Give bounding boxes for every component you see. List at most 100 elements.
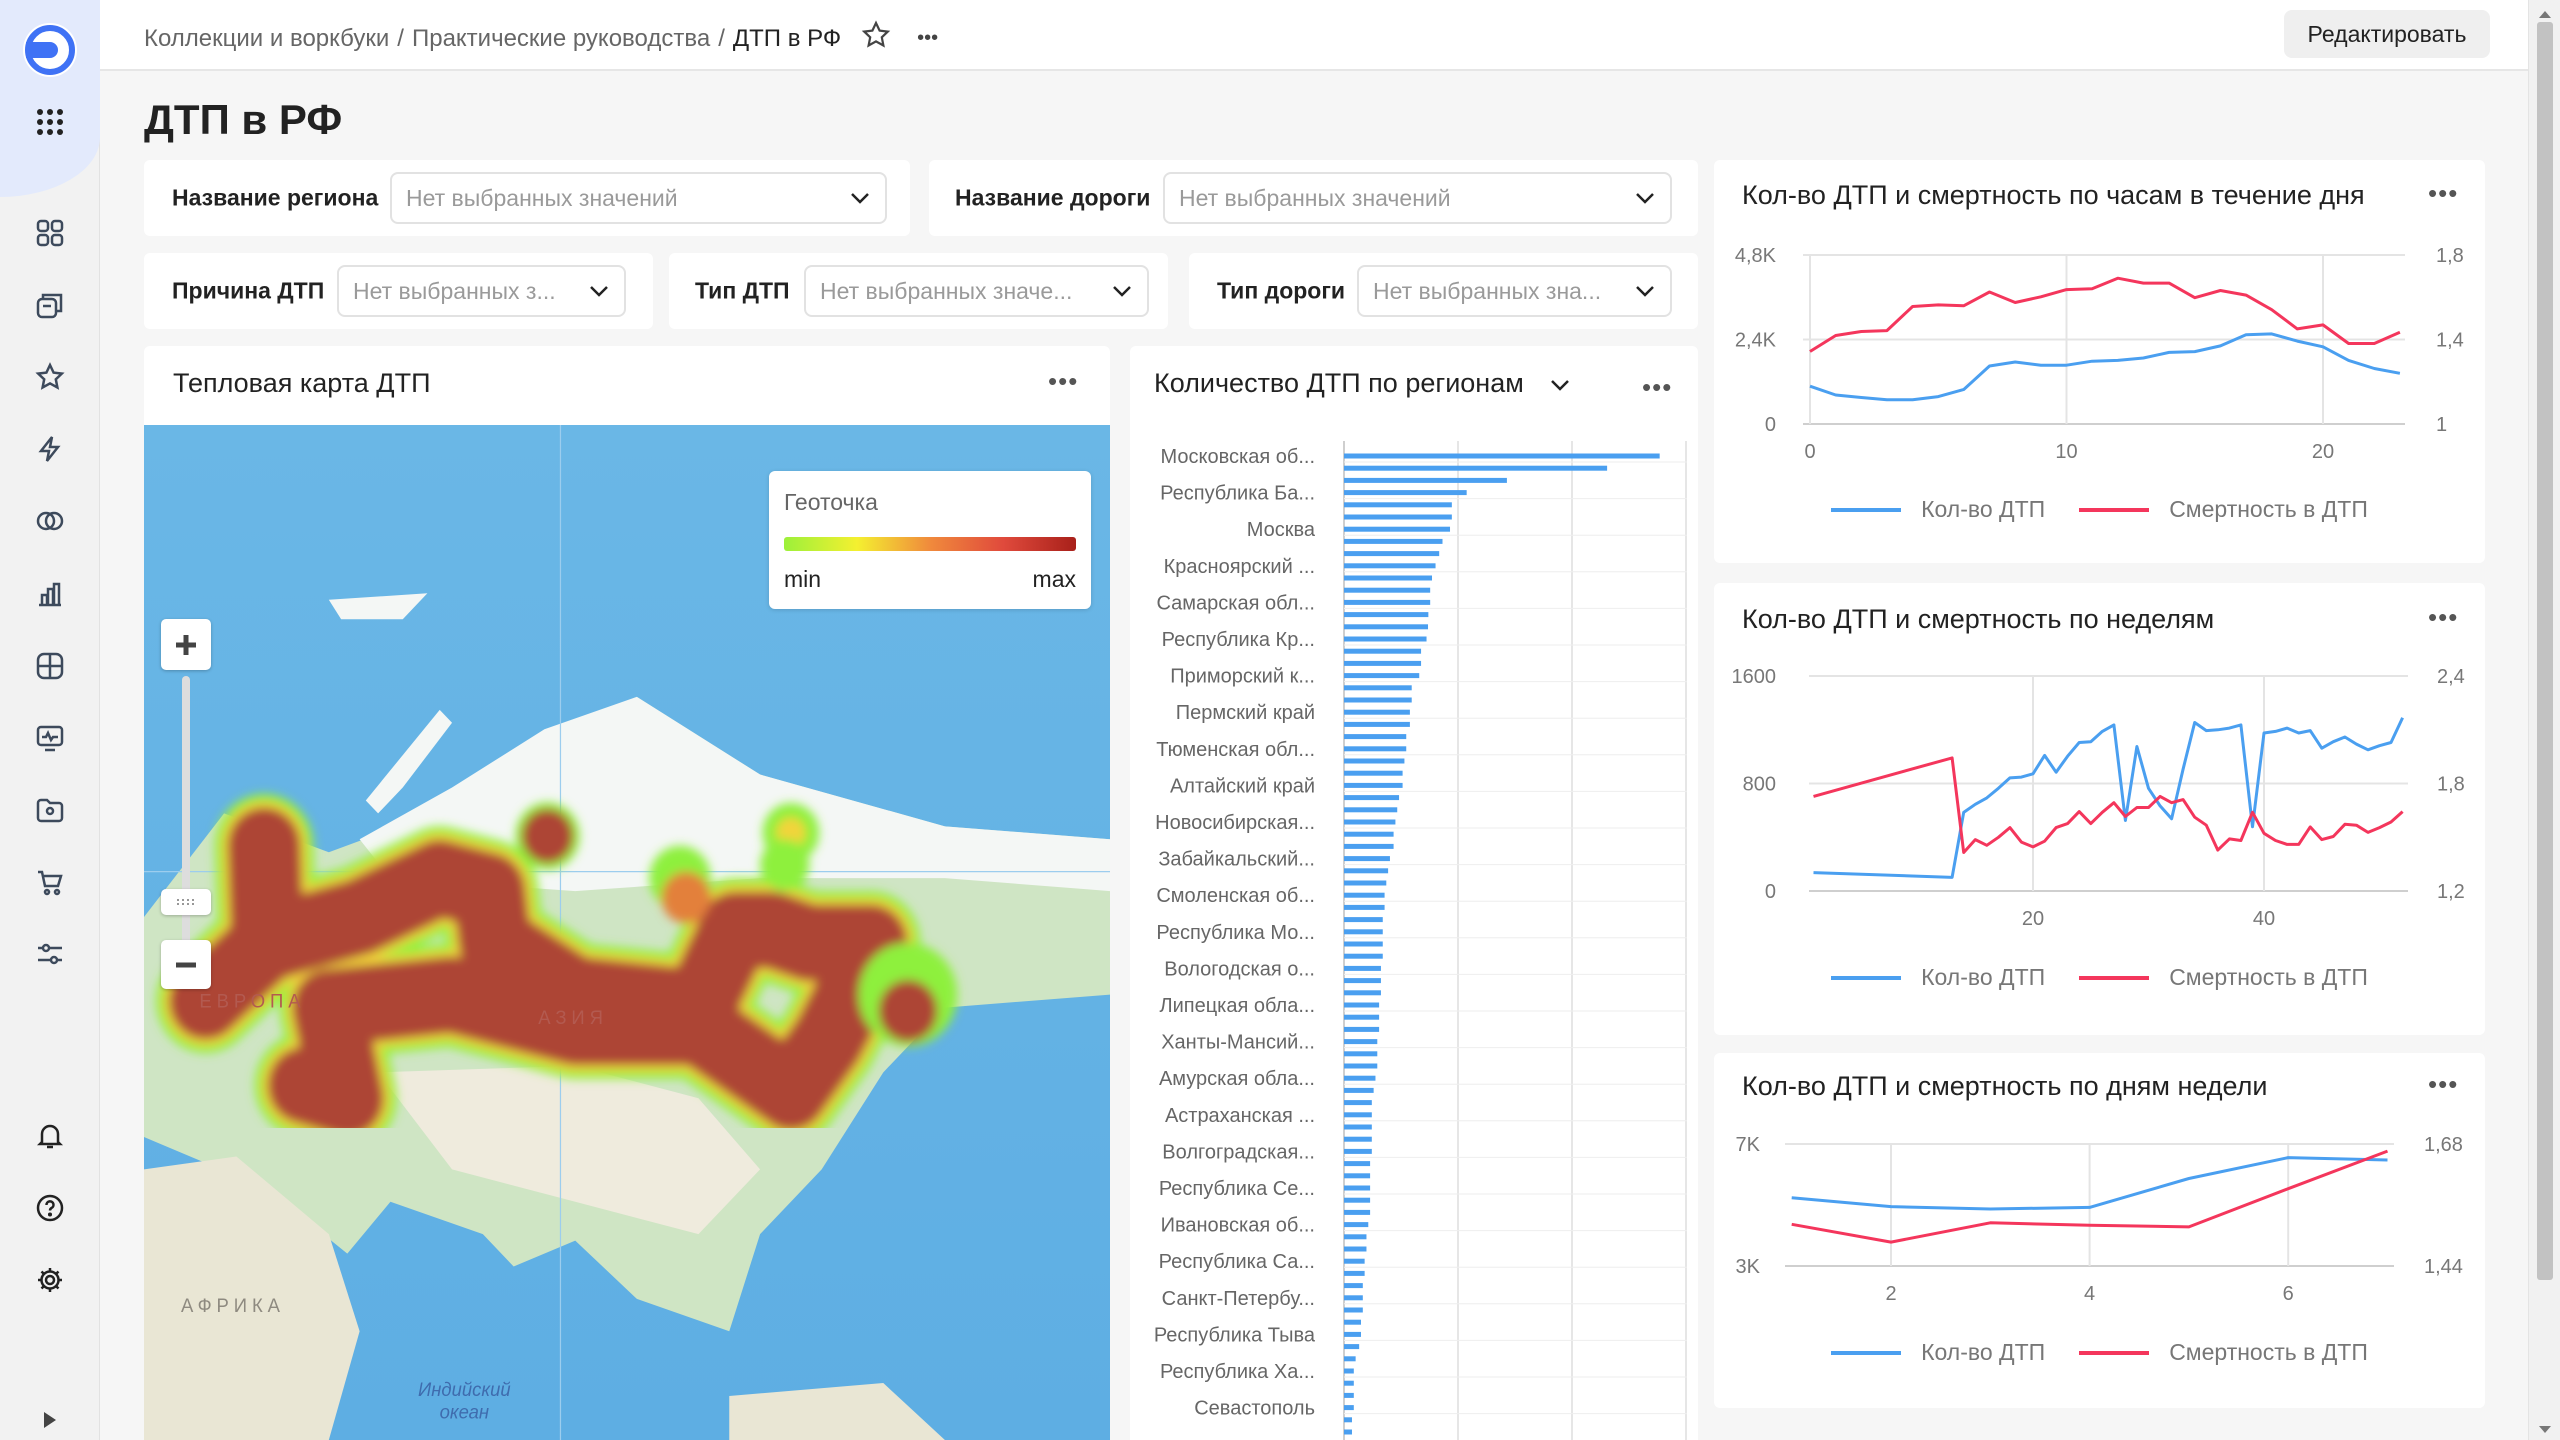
- series-line: [1813, 717, 2404, 879]
- x-tick-label: 6: [2283, 1283, 2294, 1305]
- scroll-down-icon[interactable]: [2538, 1422, 2552, 1440]
- bar: [1344, 721, 1410, 727]
- scrollbar-thumb[interactable]: [2537, 22, 2553, 1280]
- legend-item[interactable]: Кол-во ДТП: [1831, 496, 2045, 523]
- bell-icon[interactable]: [30, 1116, 70, 1156]
- bar: [1344, 1234, 1367, 1240]
- legend-item[interactable]: Смертность в ДТП: [2079, 496, 2368, 523]
- logo-icon[interactable]: [22, 22, 78, 78]
- bar: [1344, 1429, 1352, 1435]
- bar: [1344, 1368, 1354, 1374]
- legend-gradient: [784, 537, 1076, 551]
- bar: [1344, 1380, 1354, 1386]
- dashboards-icon[interactable]: [30, 213, 70, 253]
- scrollbar[interactable]: [2528, 0, 2560, 1440]
- land-central-asia: [378, 1065, 761, 1235]
- road-select[interactable]: Нет выбранных значений: [1163, 172, 1672, 224]
- widget-menu-icon[interactable]: •••: [1642, 372, 1673, 402]
- bar: [1344, 1283, 1363, 1289]
- star-icon[interactable]: [30, 357, 70, 397]
- connections-icon[interactable]: [30, 501, 70, 541]
- bar-label: Московская об...: [1161, 446, 1315, 468]
- chevron-down-icon: [1634, 186, 1656, 216]
- folder-icon[interactable]: [30, 790, 70, 830]
- bar: [1344, 807, 1398, 813]
- filter-accident-type: Тип ДТП Нет выбранных значе...: [669, 253, 1168, 329]
- bar: [1344, 685, 1412, 691]
- legend-item[interactable]: Смертность в ДТП: [2079, 1339, 2368, 1366]
- widget-menu-icon[interactable]: •••: [2428, 178, 2459, 208]
- x-tick-label: 4: [2084, 1283, 2095, 1305]
- settings-sliders-icon[interactable]: [30, 934, 70, 974]
- bar: [1344, 1417, 1352, 1423]
- collections-icon[interactable]: [30, 285, 70, 325]
- datasets-icon[interactable]: [30, 646, 70, 686]
- bar-label: Ивановская об...: [1161, 1215, 1315, 1237]
- breadcrumb-separator: /: [397, 24, 404, 52]
- breadcrumb-collections[interactable]: Коллекции и воркбуки: [144, 24, 390, 52]
- heatmap-legend: Геоточка min max: [769, 471, 1091, 609]
- zoom-slider-handle[interactable]: [161, 889, 211, 915]
- cause-select[interactable]: Нет выбранных з...: [337, 265, 626, 317]
- series-line: [1813, 756, 2404, 854]
- bar-label: Республика Ба...: [1160, 483, 1315, 505]
- favorite-star-icon[interactable]: [861, 20, 891, 57]
- bar: [1344, 1148, 1372, 1154]
- scroll-up-icon[interactable]: [2538, 6, 2552, 24]
- bar: [1344, 795, 1400, 801]
- bar: [1344, 1307, 1363, 1313]
- bar: [1344, 1051, 1378, 1057]
- apps-grid-icon[interactable]: [30, 102, 70, 142]
- more-options-icon[interactable]: •••: [917, 27, 939, 49]
- widget-title: Кол-во ДТП и смертность по дням недели: [1742, 1071, 2268, 1101]
- bar: [1344, 1063, 1378, 1069]
- region-select[interactable]: Нет выбранных значений: [390, 172, 887, 224]
- help-icon[interactable]: [30, 1188, 70, 1228]
- charts-icon[interactable]: [30, 574, 70, 614]
- bar: [1344, 1405, 1354, 1411]
- y-right-tick-label: 1,4: [2436, 330, 2464, 352]
- bar: [1344, 917, 1383, 923]
- widget-title: Количество ДТП по регионам: [1154, 368, 1524, 398]
- legend-item[interactable]: Кол-во ДТП: [1831, 1339, 2045, 1366]
- series-line: [1791, 1156, 2388, 1211]
- bar-label: Республика Се...: [1159, 1178, 1315, 1200]
- x-tick-label: 0: [1804, 441, 1815, 463]
- bar: [1344, 758, 1405, 764]
- bar: [1344, 1258, 1365, 1264]
- widget-menu-icon[interactable]: •••: [2428, 602, 2459, 632]
- monitoring-icon[interactable]: [30, 718, 70, 758]
- hourly-chart-widget: Кол-во ДТП и смертность по часам в течен…: [1714, 160, 2485, 563]
- accident-type-select[interactable]: Нет выбранных значе...: [804, 265, 1149, 317]
- select-placeholder: Нет выбранных значений: [1179, 184, 1451, 211]
- zoom-in-button[interactable]: [161, 619, 211, 670]
- zoom-out-button[interactable]: [161, 940, 211, 989]
- zoom-slider-track[interactable]: [182, 676, 190, 946]
- page-title: ДТП в РФ: [144, 96, 343, 143]
- legend-item[interactable]: Смертность в ДТП: [2079, 964, 2368, 991]
- x-tick-label: 10: [2055, 441, 2077, 463]
- widget-menu-icon[interactable]: •••: [2428, 1069, 2459, 1099]
- bar: [1344, 1161, 1371, 1167]
- widget-menu-icon[interactable]: •••: [1048, 366, 1079, 396]
- lightning-icon[interactable]: [30, 429, 70, 469]
- bar-label: Вологодская о...: [1164, 958, 1315, 980]
- edit-button[interactable]: Редактировать: [2284, 10, 2490, 58]
- bar-label: Республика Мо...: [1156, 922, 1315, 944]
- legend-item[interactable]: Кол-во ДТП: [1831, 964, 2045, 991]
- gear-icon[interactable]: [30, 1260, 70, 1300]
- bar: [1344, 526, 1451, 532]
- heatmap-widget: Тепловая карта ДТП •••: [144, 346, 1110, 1440]
- y-right-tick-label: 1,2: [2437, 881, 2465, 903]
- cart-icon[interactable]: [30, 862, 70, 902]
- bar: [1344, 599, 1431, 605]
- filter-label: Причина ДТП: [172, 277, 325, 304]
- bar: [1344, 612, 1429, 618]
- bar: [1344, 1344, 1360, 1350]
- road-type-select[interactable]: Нет выбранных зна...: [1357, 265, 1672, 317]
- expand-sidebar-icon[interactable]: [30, 1400, 70, 1440]
- bar: [1344, 1039, 1378, 1045]
- breadcrumb-guides[interactable]: Практические руководства: [411, 24, 711, 52]
- chevron-down-icon[interactable]: [1548, 373, 1572, 402]
- bar: [1344, 978, 1381, 984]
